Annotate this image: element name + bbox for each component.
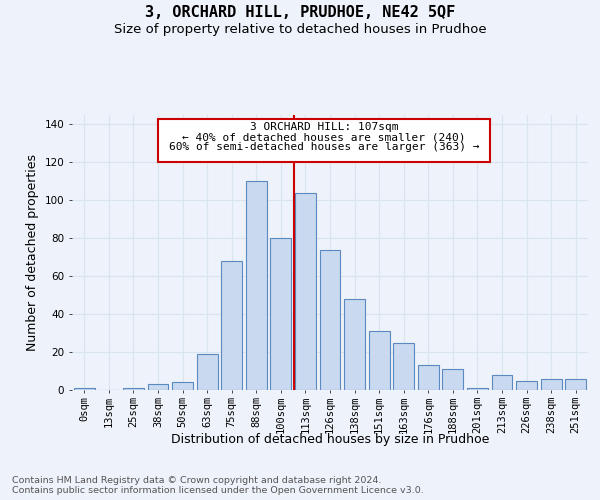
Bar (246, 182, 267, 390)
Bar (368, 331, 389, 390)
Bar (565, 378, 586, 390)
Text: 3 ORCHARD HILL: 107sqm: 3 ORCHARD HILL: 107sqm (250, 122, 398, 132)
Bar (467, 388, 488, 390)
Text: Contains HM Land Registry data © Crown copyright and database right 2024.
Contai: Contains HM Land Registry data © Crown c… (12, 476, 424, 495)
Text: ← 40% of detached houses are smaller (240): ← 40% of detached houses are smaller (24… (182, 132, 466, 142)
Text: Size of property relative to detached houses in Prudhoe: Size of property relative to detached ho… (113, 22, 487, 36)
Bar (320, 250, 340, 390)
Text: 60% of semi-detached houses are larger (363) →: 60% of semi-detached houses are larger (… (169, 142, 479, 152)
Bar (393, 342, 414, 390)
Bar (541, 378, 562, 390)
Bar (491, 375, 512, 390)
FancyBboxPatch shape (158, 119, 490, 162)
Bar (271, 238, 292, 390)
Bar (295, 193, 316, 390)
Bar (74, 388, 95, 390)
Bar (148, 384, 169, 390)
Bar (344, 299, 365, 390)
Text: Distribution of detached houses by size in Prudhoe: Distribution of detached houses by size … (171, 432, 489, 446)
Bar (172, 382, 193, 390)
Bar (221, 261, 242, 390)
Bar (123, 388, 144, 390)
Bar (442, 369, 463, 390)
Bar (516, 380, 537, 390)
Y-axis label: Number of detached properties: Number of detached properties (26, 154, 39, 351)
Bar (197, 354, 218, 390)
Bar (418, 366, 439, 390)
Text: 3, ORCHARD HILL, PRUDHOE, NE42 5QF: 3, ORCHARD HILL, PRUDHOE, NE42 5QF (145, 5, 455, 20)
